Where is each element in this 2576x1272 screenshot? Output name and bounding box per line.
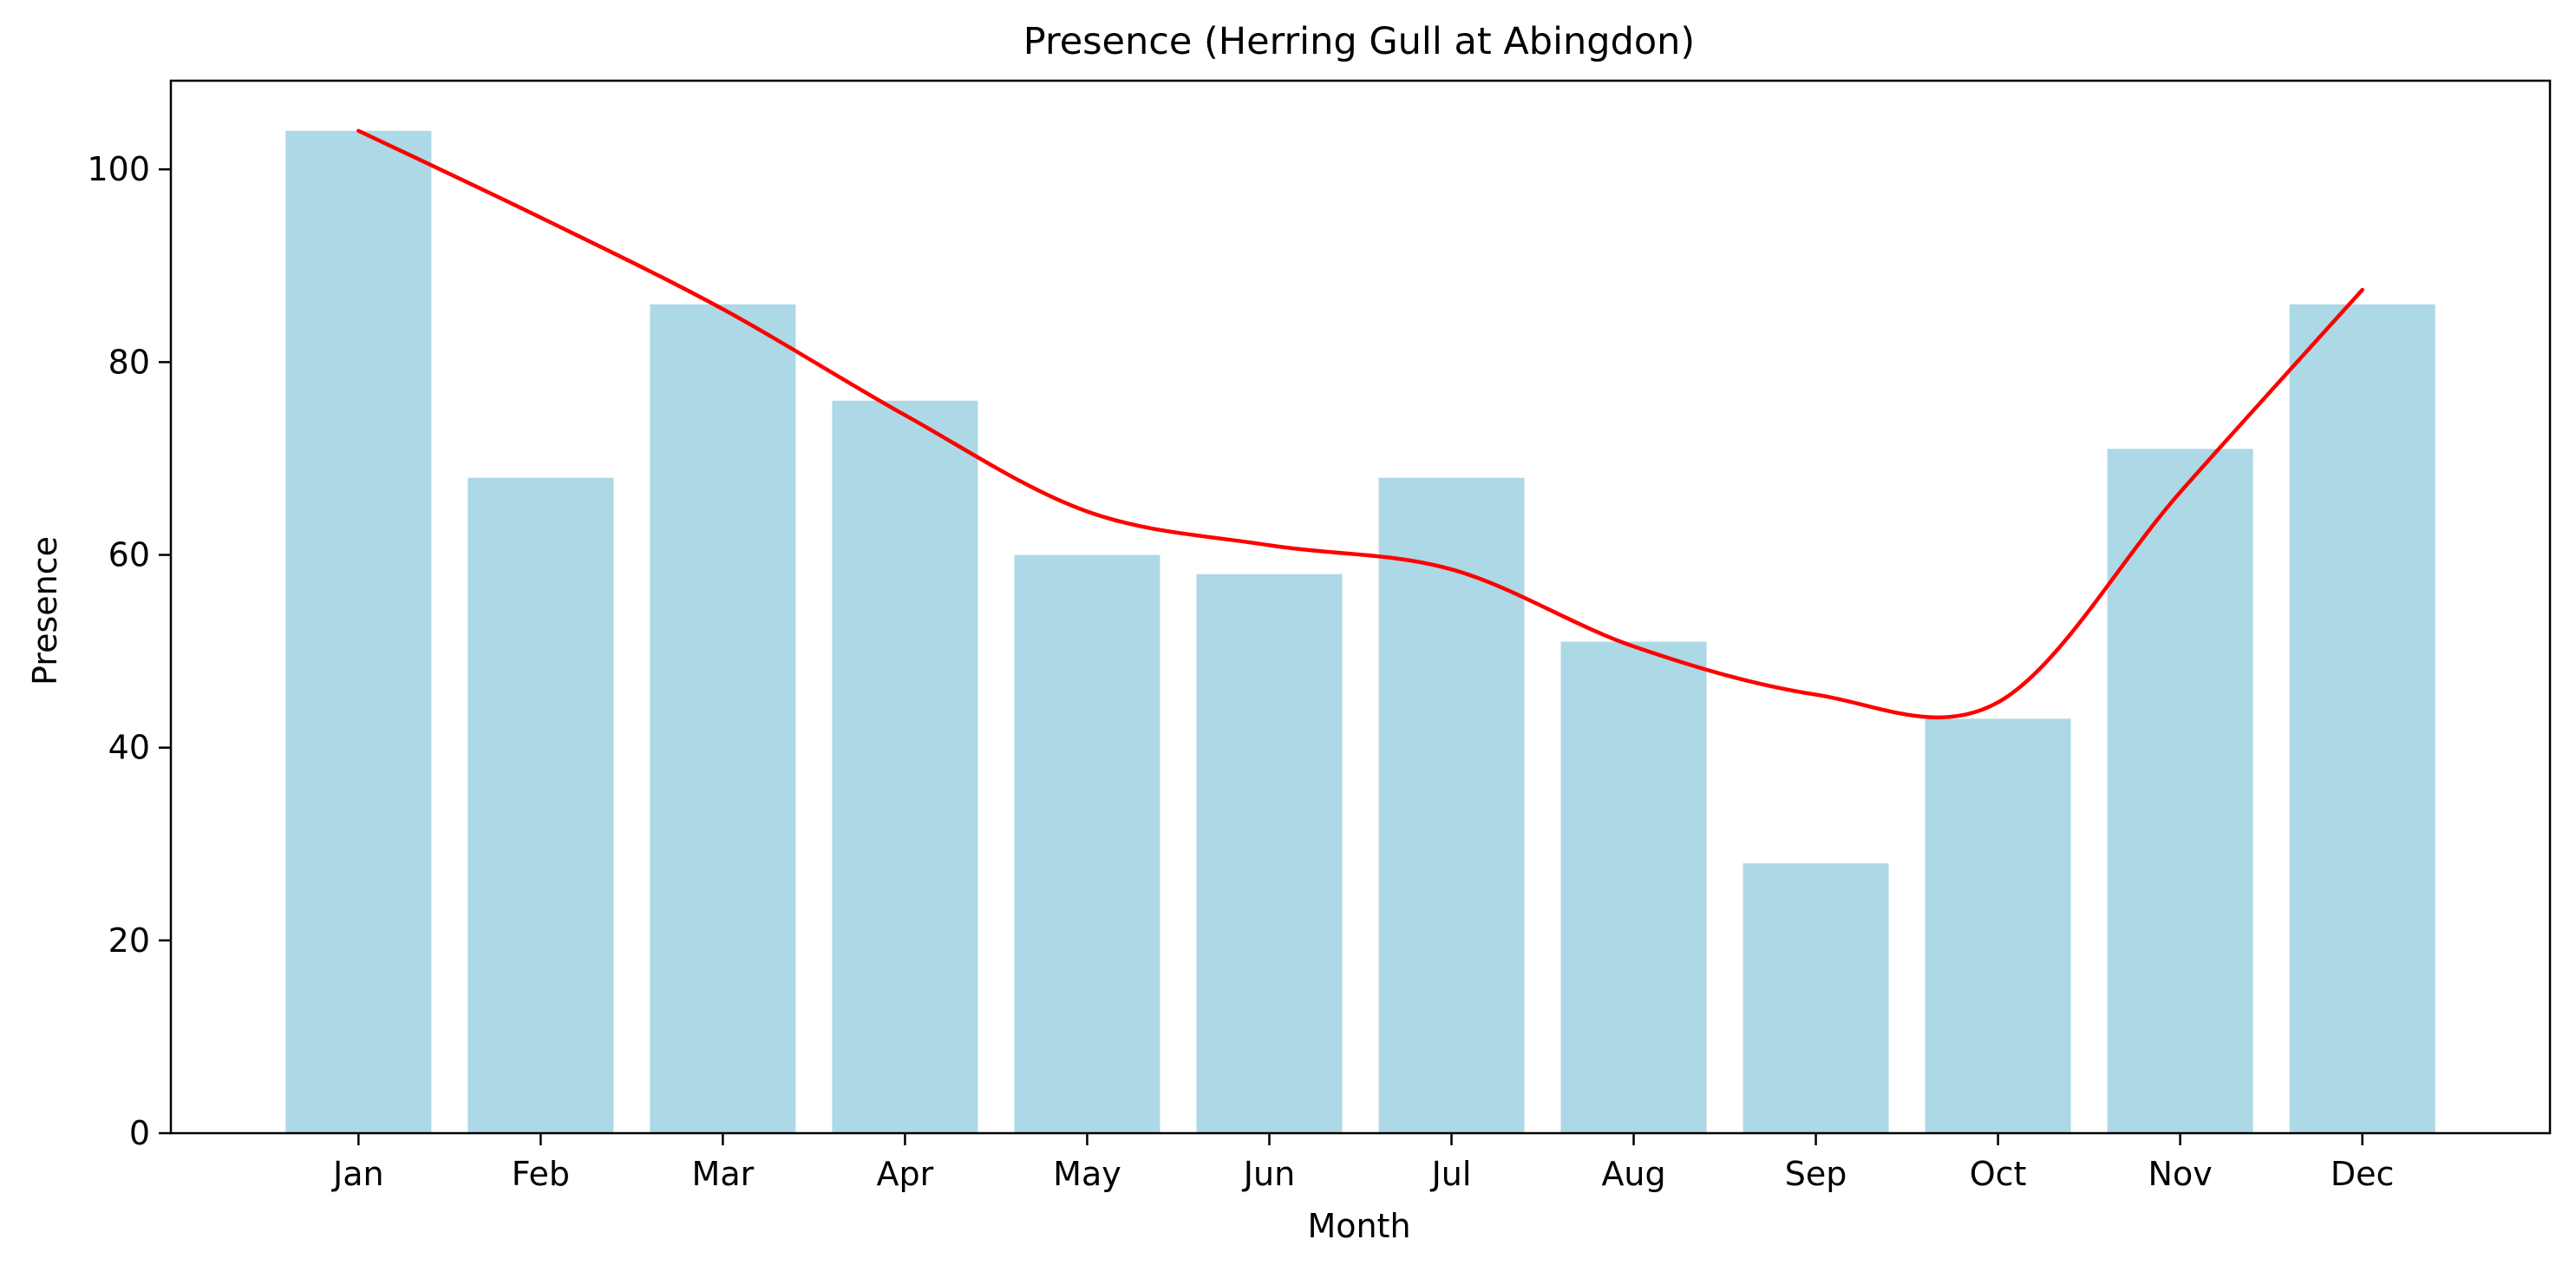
y-tick-label: 20	[108, 921, 150, 960]
bar-jul	[1378, 477, 1525, 1133]
bar-feb	[467, 477, 614, 1133]
bar-oct	[1925, 718, 2071, 1133]
x-tick-label: Jul	[1430, 1155, 1472, 1193]
trend-layer	[356, 128, 2364, 720]
y-tick-label: 0	[129, 1114, 150, 1152]
bar-apr	[832, 400, 978, 1133]
bar-may	[1014, 554, 1161, 1133]
x-tick-label: Dec	[2331, 1155, 2395, 1193]
y-tick-label: 80	[108, 343, 150, 381]
x-tick-label: Mar	[692, 1155, 755, 1193]
bar-mar	[650, 304, 796, 1133]
x-tick-label: May	[1053, 1155, 1121, 1193]
x-tick-label: Feb	[512, 1155, 570, 1193]
y-axis-ticks: 0 20 40 60 80 100	[87, 150, 171, 1152]
bar-jan	[285, 130, 432, 1133]
x-axis-ticks: Jan Feb Mar Apr May Jun Jul Aug Sep Oct Nov Dec	[331, 1133, 2394, 1193]
y-tick-label: 100	[87, 150, 150, 188]
x-tick-label: Oct	[1970, 1155, 2027, 1193]
x-tick-label: Apr	[877, 1155, 934, 1193]
bar-nov	[2107, 449, 2253, 1133]
x-tick-label: Jan	[331, 1155, 384, 1193]
x-axis-label: Month	[1307, 1207, 1410, 1245]
bar-sep	[1742, 862, 1889, 1133]
x-tick-label: Jun	[1242, 1155, 1295, 1193]
trend-line	[356, 128, 2364, 720]
y-axis-label: Presence	[26, 536, 64, 685]
x-tick-label: Nov	[2148, 1155, 2213, 1193]
bar-aug	[1560, 641, 1707, 1133]
bar-jun	[1196, 574, 1343, 1133]
x-tick-label: Sep	[1785, 1155, 1847, 1193]
x-tick-label: Aug	[1601, 1155, 1665, 1193]
y-tick-label: 40	[108, 729, 150, 767]
bar-dec	[2289, 304, 2435, 1133]
chart-title: Presence (Herring Gull at Abingdon)	[1023, 20, 1695, 63]
bars-layer	[285, 130, 2435, 1133]
y-tick-label: 60	[108, 536, 150, 574]
axes-frame	[169, 79, 2552, 1135]
